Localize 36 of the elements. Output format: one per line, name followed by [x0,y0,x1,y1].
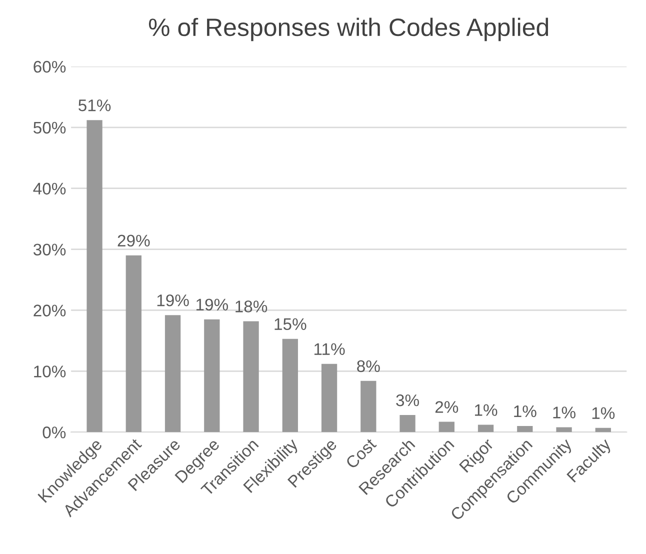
y-tick-label: 0% [42,426,66,438]
data-label: 2% [435,401,458,413]
data-label: 19% [157,294,189,306]
data-label: 51% [78,100,111,112]
bar [164,315,181,432]
data-label: 1% [475,404,498,416]
y-tick-label: 10% [34,366,66,378]
bar [126,255,142,432]
bar [282,338,298,432]
chart-title: % of Responses with Codes Applied [148,18,548,42]
data-label: 29% [118,234,150,247]
data-label: 3% [396,394,419,406]
bar [517,426,533,432]
data-label: 1% [553,406,576,418]
bar [243,321,259,432]
data-label: 1% [592,407,615,419]
data-label: 18% [236,300,268,312]
data-label: 8% [357,360,380,372]
data-label: 11% [314,343,345,355]
data-label: 1% [514,405,536,418]
bar [556,427,572,432]
y-tick-label: 40% [33,182,66,195]
y-tick-label: 30% [33,244,66,256]
y-tick-label: 20% [34,304,66,316]
bar [478,424,494,432]
bar [321,364,338,432]
bar [400,415,416,432]
bar [438,422,454,432]
bar [86,120,102,432]
data-label: 19% [196,298,228,311]
bar [595,428,611,432]
bar [360,380,376,432]
bar [204,319,220,432]
y-tick-label: 60% [34,60,66,73]
y-tick-label: 50% [34,122,66,134]
data-label: 15% [274,318,306,330]
